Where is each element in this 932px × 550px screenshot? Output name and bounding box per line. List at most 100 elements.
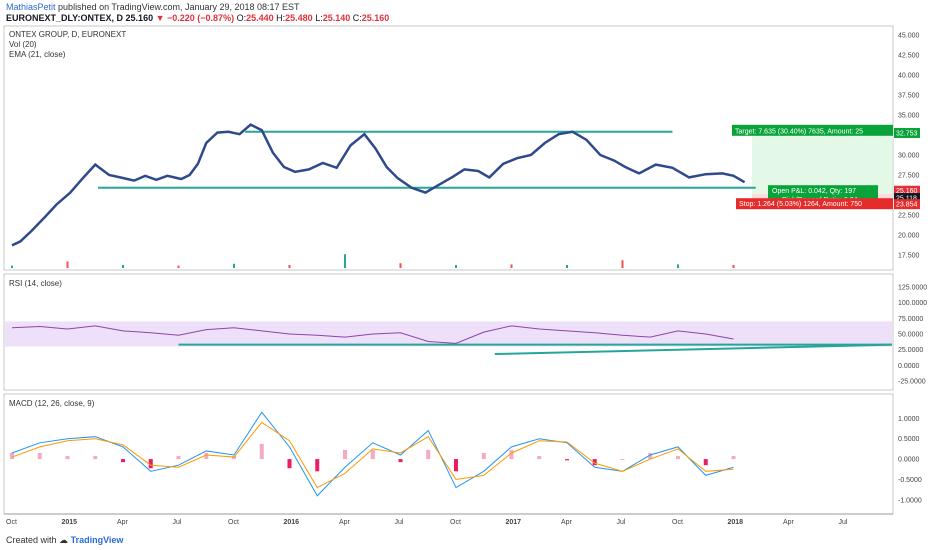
time-axis-tick: Apr <box>561 519 573 526</box>
volume-bar <box>455 265 457 268</box>
price-axis-badge-text: 32.753 <box>896 130 918 137</box>
macd-histogram-bar <box>65 456 70 460</box>
close-value: 25.160 <box>361 13 390 23</box>
volume-bar <box>344 254 346 268</box>
price-axis-tick: 17.500 <box>898 253 920 260</box>
macd-histogram-bar <box>259 443 264 460</box>
macd-histogram-bar <box>232 456 236 460</box>
time-axis-tick: Jul <box>617 519 626 526</box>
macd-histogram-bar <box>426 449 431 460</box>
rsi-axis-tick: 125.0000 <box>898 285 927 292</box>
price-axis-tick: 37.500 <box>898 93 920 100</box>
macd-histogram-bar <box>481 452 486 460</box>
price-axis-badge-text: 23.854 <box>896 202 918 209</box>
time-axis-tick: 2017 <box>506 519 522 526</box>
footer-branding: Created with ☁ TradingView <box>6 535 123 546</box>
close-label: C: <box>352 13 362 23</box>
rsi-support-line <box>494 343 893 356</box>
author-link[interactable]: MathiasPetit <box>6 2 56 12</box>
macd-histogram-bar <box>620 459 625 461</box>
time-axis-tick: Oct <box>450 519 461 526</box>
macd-histogram-bar <box>176 456 181 460</box>
price-axis-tick: 22.500 <box>898 213 920 220</box>
macd-histogram-bar <box>398 459 403 463</box>
macd-axis-tick: 1.0000 <box>898 416 920 423</box>
rsi-panel-frame <box>3 273 894 391</box>
macd-histogram-bar <box>343 449 347 460</box>
last-price: 25.160 <box>125 13 154 23</box>
rsi-axis-tick: 50.0000 <box>898 332 923 339</box>
time-axis-tick: 2015 <box>62 519 78 526</box>
cloud-icon: ☁ <box>59 535 69 545</box>
created-with-text: Created with <box>6 535 57 545</box>
volume-bar <box>11 265 13 268</box>
target-zone <box>752 131 893 194</box>
macd-histogram-bar <box>731 456 736 460</box>
target-label: Target: 7.635 (30.40%) 7635, Amount: 25 <box>735 128 863 135</box>
volume-bar <box>122 265 124 268</box>
macd-histogram-bar <box>287 459 292 469</box>
rsi-axis-tick: 75.0000 <box>898 316 923 323</box>
macd-histogram-bar <box>93 456 98 460</box>
volume-bar <box>288 265 291 268</box>
price-axis-tick: 27.500 <box>898 173 920 180</box>
signal-line <box>11 421 734 489</box>
macd-histogram-bar <box>648 452 653 460</box>
price-axis-badge <box>894 193 920 204</box>
pnl-label: Open P&L: 0.042, Qty: 197 <box>772 188 856 195</box>
tradingview-link[interactable]: TradingView <box>70 535 124 545</box>
macd-histogram-bar <box>676 456 680 460</box>
price-panel-title: ONTEX GROUP, D, EURONEXT <box>9 30 126 39</box>
time-axis-tick: Jul <box>395 519 404 526</box>
macd-axis-tick: -1.0000 <box>898 497 922 504</box>
high-value: 25.480 <box>285 13 313 23</box>
volume-bar <box>732 265 735 268</box>
rsi-axis-tick: 25.0000 <box>898 347 923 354</box>
symbol-info: EURONEXT_DLY:ONTEX, D 25.160 ▼ −0.220 (−… <box>6 13 389 23</box>
macd-histogram-bar <box>10 452 14 460</box>
low-label: L: <box>315 13 323 23</box>
time-axis-tick: Apr <box>783 519 795 526</box>
volume-bar <box>566 265 568 268</box>
macd-axis-tick: 0.5000 <box>898 436 920 443</box>
open-label: O: <box>236 13 247 23</box>
target-label-box <box>732 124 893 136</box>
time-axis-tick: Apr <box>339 519 351 526</box>
time-axis-tick: Oct <box>6 519 17 526</box>
time-axis-tick: Jul <box>173 519 182 526</box>
macd-histogram-bar <box>37 452 42 460</box>
macd-histogram-bar <box>454 459 458 472</box>
macd-histogram-bar <box>121 459 125 463</box>
price-axis-tick: 30.000 <box>898 153 920 160</box>
time-axis-tick: 2018 <box>728 519 744 526</box>
ema-indicator-label: EMA (21, close) <box>9 50 66 59</box>
volume-bar <box>66 261 69 268</box>
symbol-name[interactable]: EURONEXT_DLY:ONTEX, D <box>6 13 124 23</box>
macd-histogram-bar <box>148 459 153 469</box>
price-axis-badge-text: 25.118 <box>896 196 917 203</box>
macd-panel-frame <box>3 393 894 515</box>
price-axis-badge <box>894 127 920 138</box>
macd-line <box>11 411 734 497</box>
time-axis-tick: Oct <box>228 519 239 526</box>
macd-histogram-bar <box>370 449 375 460</box>
price-axis-tick: 35.000 <box>898 113 920 120</box>
price-axis-tick: 45.000 <box>898 33 920 40</box>
macd-histogram-bar <box>703 459 708 466</box>
volume-bar <box>621 260 624 268</box>
rsi-axis-tick: 0.0000 <box>898 363 920 370</box>
macd-histogram-bar <box>537 456 542 460</box>
volume-bar <box>677 264 679 268</box>
time-axis-tick: Apr <box>117 519 129 526</box>
macd-histogram-bar <box>592 459 597 466</box>
change-value: ▼ −0.220 (−0.87%) <box>155 13 235 23</box>
macd-axis-tick: -0.5000 <box>898 477 922 484</box>
high-label: H: <box>276 13 286 23</box>
stop-label-box <box>736 198 893 210</box>
open-value: 25.440 <box>246 13 274 23</box>
publish-text: published on TradingView.com, January 29… <box>58 2 300 12</box>
macd-histogram-bar <box>315 459 320 472</box>
price-axis-tick: 42.500 <box>898 53 920 60</box>
rsi-band <box>5 321 892 347</box>
